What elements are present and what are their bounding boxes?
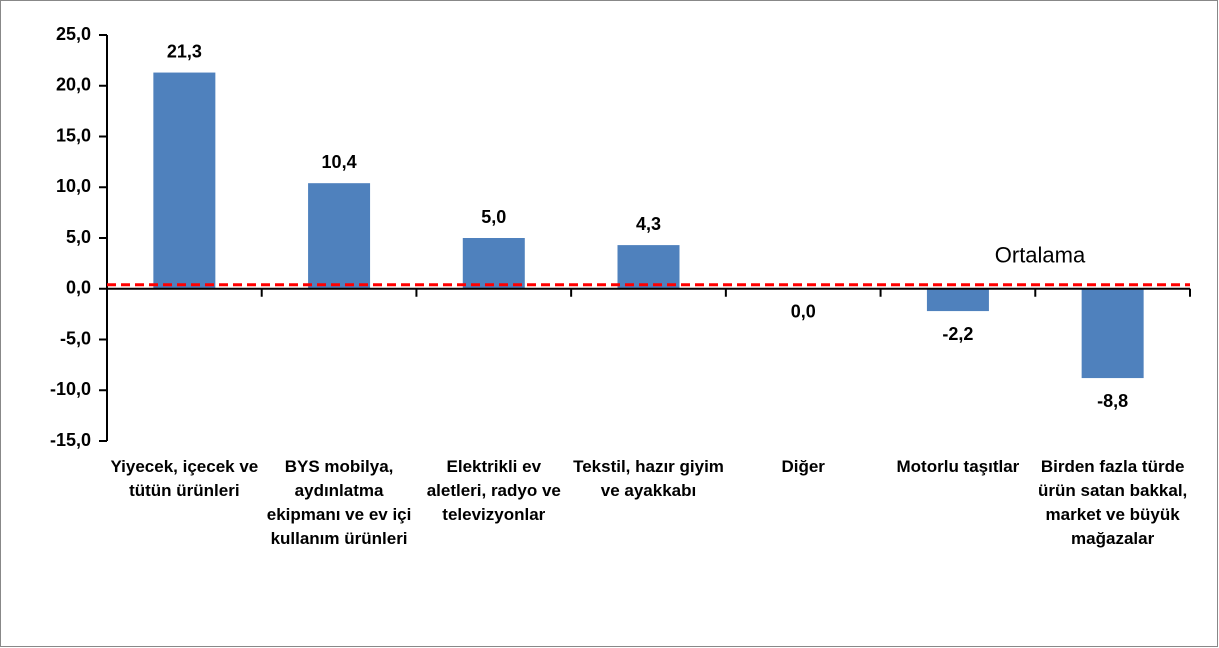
x-tick-label-box: Tekstil, hazır giyim ve ayakkabı bbox=[573, 457, 724, 500]
value-label: -8,8 bbox=[1097, 391, 1128, 411]
y-tick-label: 0,0 bbox=[66, 278, 91, 298]
bar bbox=[462, 238, 525, 289]
value-label: 10,4 bbox=[322, 152, 357, 172]
reference-label: Ortalama bbox=[995, 243, 1086, 268]
y-tick-label: 15,0 bbox=[56, 125, 91, 145]
bar bbox=[926, 288, 989, 312]
bar bbox=[1081, 288, 1144, 379]
y-tick-label: 25,0 bbox=[56, 24, 91, 44]
value-label: 5,0 bbox=[481, 207, 506, 227]
x-tick-label-box: Birden fazla türde ürün satan bakkal, ma… bbox=[1038, 457, 1188, 548]
x-tick-label: Elektrikli ev aletleri, radyo ve televiz… bbox=[426, 457, 561, 524]
x-tick-label-box: Diğer bbox=[781, 457, 825, 476]
y-tick-label: 10,0 bbox=[56, 176, 91, 196]
x-tick-label-box: Yiyecek, içecek ve tütün ürünleri bbox=[110, 457, 259, 500]
value-label: 0,0 bbox=[791, 302, 816, 322]
value-label: 21,3 bbox=[167, 41, 202, 61]
value-label: -2,2 bbox=[942, 324, 973, 344]
y-tick-label: 5,0 bbox=[66, 227, 91, 247]
x-tick-label: Yiyecek, içecek ve tütün ürünleri bbox=[110, 457, 259, 500]
y-tick-label: -10,0 bbox=[50, 379, 91, 399]
x-tick-label-box: Motorlu taşıtlar bbox=[896, 457, 1020, 476]
y-tick-label: -5,0 bbox=[60, 328, 91, 348]
x-tick-label-box: BYS mobilya, aydınlatma ekipmanı ve ev i… bbox=[266, 457, 412, 548]
bar bbox=[153, 72, 216, 289]
x-tick-label: Tekstil, hazır giyim ve ayakkabı bbox=[573, 457, 724, 500]
x-tick-label: Diğer bbox=[781, 457, 825, 476]
value-label: 4,3 bbox=[636, 214, 661, 234]
x-tick-label: Motorlu taşıtlar bbox=[896, 457, 1020, 476]
x-tick-label: Birden fazla türde ürün satan bakkal, ma… bbox=[1038, 457, 1188, 548]
x-tick-label: BYS mobilya, aydınlatma ekipmanı ve ev i… bbox=[266, 457, 412, 548]
x-tick-label-box: Elektrikli ev aletleri, radyo ve televiz… bbox=[426, 457, 561, 524]
y-tick-label: 20,0 bbox=[56, 75, 91, 95]
bar bbox=[308, 183, 371, 289]
bar bbox=[617, 245, 680, 289]
y-tick-label: -15,0 bbox=[50, 430, 91, 450]
